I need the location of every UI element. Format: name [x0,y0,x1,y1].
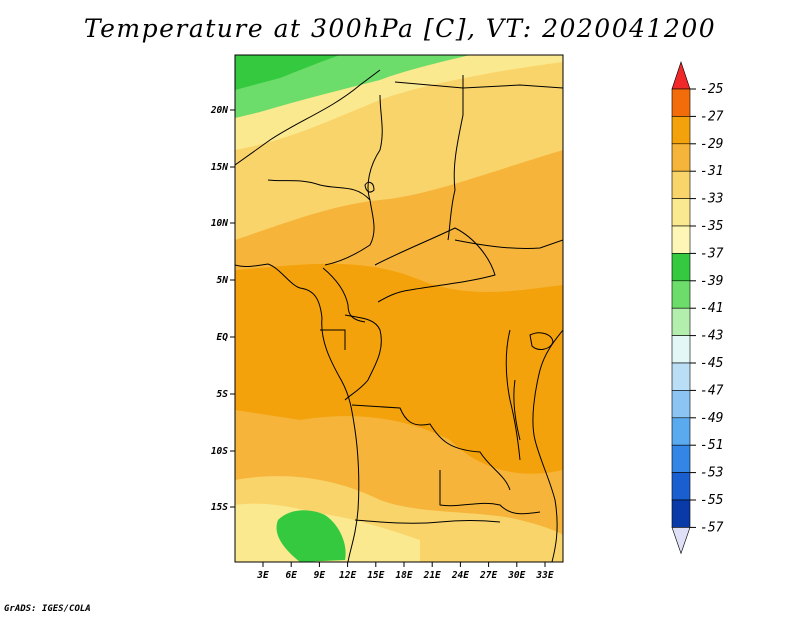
field-core-29 [235,263,563,474]
lon-label: 30E [507,570,525,581]
colorbar-segment [671,198,691,227]
lat-label: 10S [211,446,228,457]
colorbar-label: -27 [700,109,724,124]
colorbar-segment [671,170,691,199]
border-drc-angola [351,404,511,491]
border-niger-chad [367,94,383,201]
colorbar-segment [671,472,691,501]
colorbar-label: -55 [700,493,724,508]
lat-label: EQ [217,332,229,343]
lat-label: 5S [217,389,229,400]
colorbar-segment [671,280,691,309]
colorbar-label: -43 [700,329,723,344]
colorbar-arrow-bottom [671,527,691,555]
lake-tanganyika [513,379,521,441]
colorbar-label: -33 [700,192,723,207]
border-congo-drc [344,314,382,401]
lat-label: 5N [217,275,229,286]
lake-chad [364,181,375,193]
colorbar-label: -57 [700,520,724,535]
colorbar-label: -25 [700,82,724,97]
lon-label: 9E [314,570,326,581]
lat-label: 15S [211,502,228,513]
colorbar-segment [671,307,691,336]
colorbar-label: -45 [700,356,724,371]
colorbar-segment [671,225,691,254]
lon-label: 33E [535,570,553,581]
colorbar-arrow-top [671,61,691,90]
colorbar-label: -47 [700,383,724,398]
coastline-west [235,263,360,562]
lake-victoria [529,332,554,350]
colorbar-label: -53 [700,466,723,481]
colorbar-label: -31 [700,164,723,179]
colorbar-label: -29 [700,137,723,152]
border-nigeria [267,179,375,266]
lon-label: 3E [256,570,269,581]
colorbar-segment [671,116,691,145]
temperature-field [235,55,563,562]
border-cameroon [322,267,366,323]
colorbar-segment [671,362,691,391]
border-sudan-ssudan [454,239,563,249]
lat-label: 15N [211,162,228,173]
lon-label: 6E [285,570,297,581]
country-borders [235,69,563,562]
border-west-north [235,69,381,166]
lon-label: 18E [395,570,412,581]
lon-label: 12E [339,570,356,581]
colorbar-segment [671,335,691,364]
colorbar-segment [671,88,691,117]
colorbar-label: -41 [700,301,723,316]
lon-label: 15E [367,570,384,581]
colorbar-label: -37 [700,246,724,261]
border-libya-niger [394,81,563,89]
lon-label: 21E [423,570,441,581]
colorbar-label: -49 [700,411,723,426]
lat-label: 20N [210,105,228,116]
border-angola-namibia [354,519,501,524]
colorbar-label: -39 [700,274,723,289]
colorbar: -25 -27 -29 -31 -33 -35 -37 -39 -41 -43 -45 -47 -49 -… [671,61,724,555]
latitude-axis: 20N 15N 10N 5N EQ 5S 10S 15S [210,105,235,513]
border-east-drc [505,329,521,461]
colorbar-segment [671,143,691,172]
colorbar-segment [671,253,691,282]
colorbar-label: -35 [700,219,724,234]
chart-title: Temperature at 300hPa [C], VT: 202004120… [83,14,717,43]
border-chad-sudan [447,75,464,241]
border-angola-zambia [439,470,541,515]
colorbar-segment [671,499,691,528]
field-green-south [276,510,346,562]
colorbar-segment [671,444,691,473]
map-frame [234,54,564,563]
colorbar-segment [671,390,691,419]
border-gabon [320,329,346,350]
grads-credit: GrADS: IGES/COLA [4,604,91,614]
colorbar-segment [671,417,691,446]
colorbar-label: -51 [700,438,723,453]
field-green-north-dark [235,55,340,90]
lon-label: 27E [479,570,497,581]
longitude-axis: 3E 6E 9E 12E 15E 18E 21E 24E 27E 30E 33E [256,562,554,581]
lon-label: 24E [451,570,469,581]
border-car [374,227,496,303]
lat-label: 10N [211,218,228,229]
coastline-east [532,329,563,562]
